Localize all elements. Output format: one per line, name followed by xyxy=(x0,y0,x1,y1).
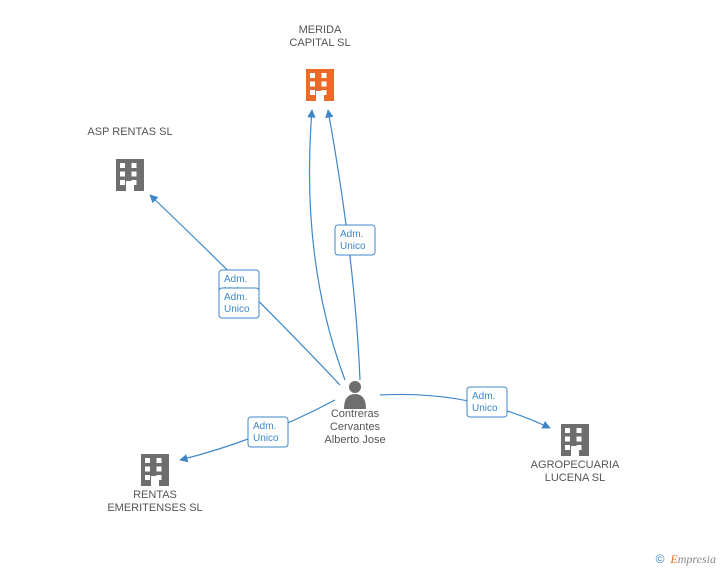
node-rentas: RENTASEMERITENSES SL xyxy=(107,454,202,514)
node-label: ASP RENTAS SL xyxy=(87,126,172,138)
node-label: Contreras xyxy=(331,408,380,420)
svg-text:Unico: Unico xyxy=(253,433,279,444)
svg-text:Adm.: Adm. xyxy=(224,292,247,303)
svg-text:Unico: Unico xyxy=(472,403,498,414)
edge-label: Adm.Unico xyxy=(219,288,259,318)
node-label: CAPITAL SL xyxy=(289,37,350,49)
network-diagram: MERIDACAPITAL SL ASP RENTAS SL RENTASEMERI… xyxy=(0,0,728,575)
node-label: EMERITENSES SL xyxy=(107,502,202,514)
node-label: Cervantes xyxy=(330,421,381,433)
svg-text:Unico: Unico xyxy=(224,304,250,315)
node-person: ContrerasCervantesAlberto Jose xyxy=(324,381,385,446)
svg-text:Adm.: Adm. xyxy=(253,421,276,432)
edge xyxy=(380,394,550,428)
edge-label: Adm.Unico xyxy=(467,387,507,417)
node-merida: MERIDACAPITAL SL xyxy=(289,24,350,101)
svg-text:Adm.: Adm. xyxy=(224,274,247,285)
node-label: LUCENA SL xyxy=(545,472,606,484)
copyright-symbol: © xyxy=(656,552,665,566)
node-label: MERIDA xyxy=(299,24,342,36)
svg-text:Adm.: Adm. xyxy=(472,391,495,402)
svg-text:Adm.: Adm. xyxy=(340,229,363,240)
svg-text:Unico: Unico xyxy=(340,241,366,252)
edge-label: Adm.Unico xyxy=(335,225,375,255)
node-label: RENTAS xyxy=(133,489,177,501)
node-label: Alberto Jose xyxy=(324,434,385,446)
node-label: AGROPECUARIA xyxy=(531,459,620,471)
node-agro: AGROPECUARIALUCENA SL xyxy=(531,424,620,484)
edge-label: Adm.Unico xyxy=(248,417,288,447)
copyright-footer: © Empresia xyxy=(656,552,716,567)
node-asp: ASP RENTAS SL xyxy=(87,126,172,191)
brand-name: Empresia xyxy=(670,552,716,566)
